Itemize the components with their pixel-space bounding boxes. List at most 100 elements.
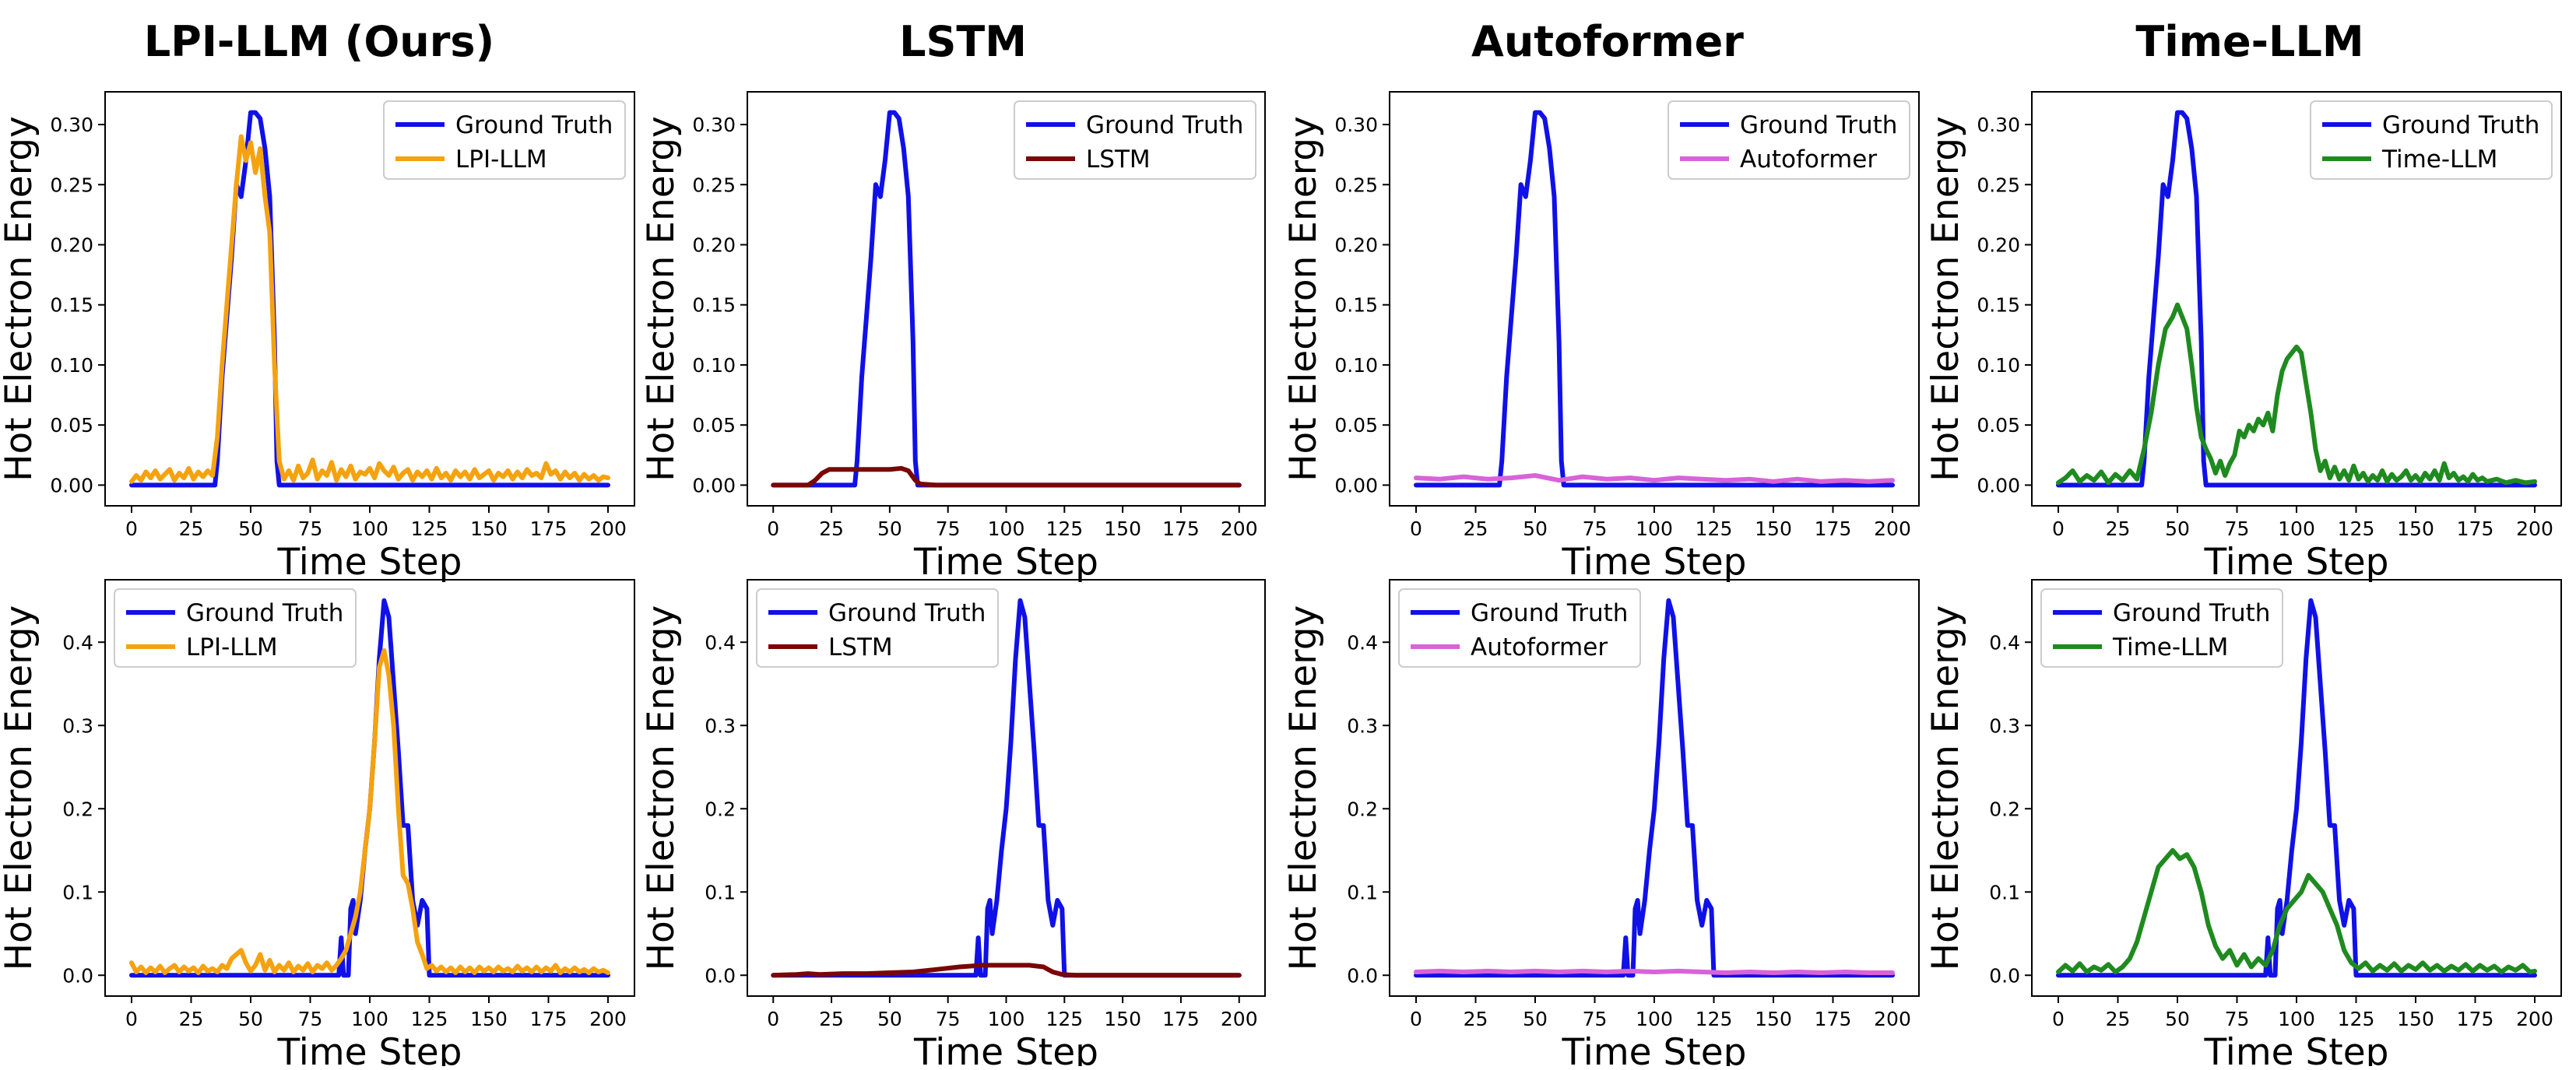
x-tick-label: 125 bbox=[2338, 517, 2375, 540]
series-line-time-llm bbox=[2056, 847, 2537, 974]
panels: 0 25 50 75 100 125 150 175 200 0.0 0 0.05 0.10 0.15 0.… bbox=[0, 91, 2562, 1070]
y-tick-label: 0.25 bbox=[1334, 174, 1378, 196]
x-tick-label: 150 bbox=[1104, 1008, 1141, 1030]
series-line-ground-truth bbox=[129, 598, 610, 978]
x-tick-label: 175 bbox=[1815, 1008, 1852, 1030]
y-axis-label: Hot Electron Energy bbox=[1924, 116, 1967, 482]
y-axis-label: Hot Electron Energy bbox=[1924, 605, 1967, 971]
series-line-autoformer bbox=[1414, 473, 1895, 484]
legend-label: Ground Truth bbox=[1086, 111, 1243, 139]
y-tick-label: 0.10 bbox=[50, 354, 93, 377]
x-tick-label: 50 bbox=[238, 1008, 263, 1030]
x-tick-label: 125 bbox=[2338, 1008, 2375, 1030]
legend: Ground Truth Time-LLM bbox=[2310, 100, 2553, 180]
y-tick-label: 0.4 bbox=[705, 631, 736, 654]
series-line-ground-truth bbox=[2056, 110, 2537, 488]
x-tick-label: 150 bbox=[470, 517, 508, 540]
y-tick-label: 0.05 bbox=[1977, 414, 2020, 437]
panel-row1-col1: 0 25 50 75 100 125 150 175 200 0.00 0.05 0.10 0.15 0.… bbox=[0, 91, 635, 584]
legend-label: Ground Truth bbox=[828, 599, 986, 627]
y-tick-label: 0.4 bbox=[62, 631, 93, 654]
x-tick-label: 150 bbox=[2397, 1008, 2434, 1030]
legend-label: Ground Truth bbox=[2113, 599, 2270, 627]
x-axis-label: Time Step bbox=[277, 1031, 462, 1066]
y-tick-label: 0.2 bbox=[62, 798, 93, 820]
legend-label: Time-LLM bbox=[2381, 146, 2497, 174]
y-tick-label: 0.1 bbox=[62, 881, 93, 903]
legend: Ground Truth LSTM bbox=[756, 588, 999, 668]
legend: Ground Truth LPI-LLM bbox=[383, 100, 626, 180]
x-tick-label: 75 bbox=[1583, 517, 1608, 540]
x-tick-label: 25 bbox=[1464, 517, 1488, 540]
x-axis-label: Time Step bbox=[2204, 541, 2389, 584]
x-tick-label: 150 bbox=[1755, 517, 1792, 540]
x-tick-label: 175 bbox=[2457, 517, 2494, 540]
plot-area bbox=[2056, 598, 2537, 978]
x-tick-label: 100 bbox=[1636, 1008, 1673, 1030]
plot-area bbox=[129, 598, 610, 978]
x-tick-label: 200 bbox=[589, 517, 627, 540]
legend: Ground Truth Autoformer bbox=[1398, 588, 1641, 668]
x-tick-label: 150 bbox=[2397, 517, 2434, 540]
x-tick-label: 75 bbox=[298, 517, 323, 540]
y-axis-label: Hot Electron Energy bbox=[640, 116, 683, 482]
y-tick-label: 0.10 bbox=[692, 354, 736, 377]
x-tick-label: 200 bbox=[1874, 1008, 1911, 1030]
legend-label: LSTM bbox=[1086, 146, 1151, 174]
x-tick-label: 25 bbox=[179, 1008, 204, 1030]
y-tick-label: 0.25 bbox=[692, 174, 736, 196]
x-tick-label: 75 bbox=[936, 1008, 961, 1030]
legend: Ground Truth Time-LLM bbox=[2040, 588, 2283, 668]
legend-label: Ground Truth bbox=[186, 599, 343, 627]
legend-label: Time-LLM bbox=[2112, 633, 2228, 661]
x-axis-label: Time Step bbox=[2204, 1031, 2389, 1066]
series-line-ground-truth bbox=[2056, 598, 2537, 978]
x-tick-label: 200 bbox=[1874, 517, 1911, 540]
y-tick-label: 0.30 bbox=[692, 114, 736, 136]
x-tick-label: 75 bbox=[1583, 1008, 1608, 1030]
legend-label: Ground Truth bbox=[1740, 111, 1897, 139]
x-tick-label: 175 bbox=[2457, 1008, 2494, 1030]
x-tick-label: 50 bbox=[238, 517, 263, 540]
column-title-lpi-llm: LPI-LLM (Ours) bbox=[144, 17, 494, 66]
x-tick-label: 0 bbox=[2052, 517, 2065, 540]
x-tick-label: 150 bbox=[470, 1008, 508, 1030]
y-tick-label: 0.05 bbox=[50, 414, 93, 437]
y-axis-label: Hot Electron Energy bbox=[1282, 605, 1325, 971]
y-axis-label: Hot Electron Energy bbox=[1282, 116, 1325, 482]
x-axis-label: Time Step bbox=[913, 1031, 1098, 1066]
x-tick-label: 125 bbox=[1696, 517, 1733, 540]
x-tick-label: 75 bbox=[2225, 517, 2250, 540]
x-tick-label: 0 bbox=[125, 517, 138, 540]
x-tick-label: 100 bbox=[2278, 517, 2315, 540]
y-tick-label: 0.20 bbox=[692, 233, 736, 256]
x-tick-label: 100 bbox=[988, 517, 1025, 540]
y-tick-label: 0.1 bbox=[705, 881, 736, 903]
x-tick-label: 100 bbox=[1636, 517, 1673, 540]
x-tick-label: 125 bbox=[1046, 1008, 1083, 1030]
plot-area bbox=[771, 598, 1242, 978]
legend-label: Ground Truth bbox=[2382, 111, 2539, 139]
y-tick-label: 0.4 bbox=[1347, 631, 1378, 654]
legend-label: Autoformer bbox=[1740, 146, 1877, 174]
legend-label: Ground Truth bbox=[455, 111, 613, 139]
y-tick-label: 0.1 bbox=[1989, 881, 2020, 903]
y-tick-label: 0.10 bbox=[1977, 354, 2020, 377]
series-line-autoformer bbox=[1414, 968, 1895, 975]
plot-area bbox=[1414, 598, 1895, 978]
x-tick-label: 75 bbox=[2225, 1008, 2250, 1030]
y-tick-label: 0.0 bbox=[62, 964, 93, 987]
x-tick-label: 25 bbox=[819, 1008, 844, 1030]
x-axis-label: Time Step bbox=[913, 541, 1098, 584]
x-tick-label: 50 bbox=[2165, 1008, 2190, 1030]
y-tick-label: 0.05 bbox=[692, 414, 736, 437]
x-tick-label: 175 bbox=[1815, 517, 1852, 540]
column-title-lstm: LSTM bbox=[899, 17, 1027, 66]
panel-row2-col1: 0 25 50 75 100 125 150 175 200 0.0 0.1 0.2 0.3 0.4 Tim… bbox=[0, 579, 635, 1070]
y-tick-label: 0.15 bbox=[50, 294, 93, 317]
y-tick-label: 0.30 bbox=[50, 114, 93, 136]
x-tick-label: 25 bbox=[179, 517, 204, 540]
series-line-ground-truth bbox=[771, 110, 1242, 488]
panel-row1-col3: 0 25 50 75 100 125 150 175 200 0.00 0.05 0.10 0.15 0.… bbox=[1282, 91, 1920, 584]
x-tick-label: 100 bbox=[2278, 1008, 2315, 1030]
